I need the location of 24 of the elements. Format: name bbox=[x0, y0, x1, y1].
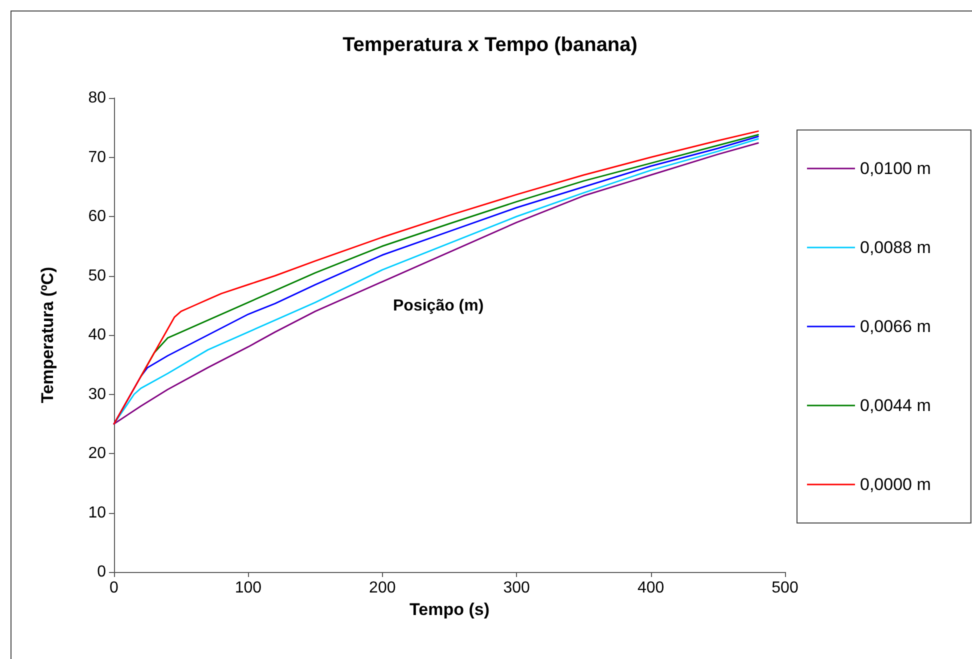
y-axis-title: Temperatura (ºC) bbox=[38, 266, 57, 404]
x-tick-label: 100 bbox=[234, 580, 262, 596]
legend-label: 0,0066 m bbox=[860, 317, 931, 336]
y-tick-label: 20 bbox=[88, 445, 106, 462]
x-tick-label: 300 bbox=[503, 580, 530, 596]
y-tick-label: 30 bbox=[88, 386, 106, 403]
x-tick-label: 500 bbox=[772, 580, 798, 596]
y-tick-label: 70 bbox=[88, 148, 106, 166]
y-tick-label: 10 bbox=[88, 504, 106, 522]
legend-label: 0,0100 m bbox=[860, 159, 931, 178]
y-tick-label: 60 bbox=[88, 208, 106, 225]
y-tick-label: 50 bbox=[88, 267, 106, 284]
legend-label: 0,0088 m bbox=[860, 238, 931, 257]
x-tick-label: 0 bbox=[110, 580, 119, 596]
x-tick-label: 400 bbox=[637, 580, 664, 596]
x-tick-label: 200 bbox=[369, 580, 396, 596]
legend-title: Posição (m) bbox=[393, 298, 484, 314]
legend-label: 0,0044 m bbox=[860, 396, 931, 415]
legend-label: 0,0000 m bbox=[860, 475, 931, 494]
y-tick-label: 0 bbox=[97, 564, 106, 580]
y-tick-label: 80 bbox=[88, 90, 106, 106]
y-tick-label: 40 bbox=[88, 326, 106, 344]
x-axis-title: Tempo (s) bbox=[410, 600, 490, 619]
chart-title: Temperatura x Tempo (banana) bbox=[342, 34, 638, 56]
